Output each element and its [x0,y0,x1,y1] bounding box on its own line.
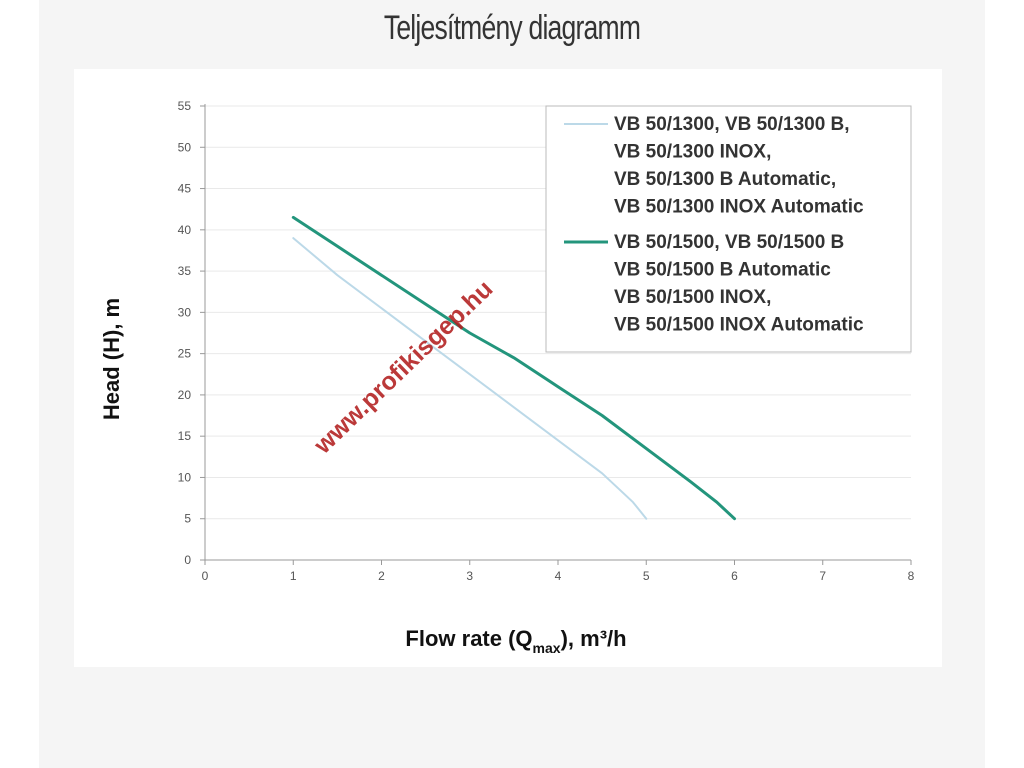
y-tick-label: 35 [178,264,192,278]
x-tick-label: 4 [555,569,562,583]
y-tick-label: 15 [178,429,192,443]
y-axis-title: Head (H), m [99,298,124,420]
chart-card: 0 5 10 15 20 25 30 35 40 45 50 55 0 1 2 3 4 5 6 7 8 VB 50/13… [74,69,942,667]
y-tick-label: 45 [178,182,192,196]
x-axis-title-subscript: max [533,640,561,656]
y-tick-label: 30 [178,305,192,319]
y-tick-label: 0 [184,553,191,567]
y-tick-label: 50 [178,140,192,154]
x-tick-label: 1 [290,569,297,583]
y-tick-label: 10 [178,470,192,484]
x-tick-label: 8 [908,569,915,583]
legend-label: VB 50/1300 INOX, [614,142,771,163]
legend-label: VB 50/1300 INOX Automatic [614,197,864,218]
series-layer [291,215,736,521]
page-title: Teljesítmény diagramm [383,9,641,47]
legend-label: VB 50/1300, VB 50/1300 B, [614,114,850,135]
x-tick-label: 6 [731,569,738,583]
legend: VB 50/1300, VB 50/1300 B, VB 50/1300 INOX… [545,105,912,353]
y-tick-label: 25 [178,347,192,361]
legend-label: VB 50/1500 INOX Automatic [614,315,864,336]
y-tick-label: 55 [178,99,192,113]
series-line-1 [292,237,648,520]
series-line-2 [291,215,736,521]
x-tick-label: 3 [466,569,473,583]
x-axis-title-tail: ), m³/h [561,626,627,651]
x-tick-label: 0 [202,569,209,583]
watermark-text: www.profikisgep.hu [308,275,498,460]
x-tick-label: 7 [819,569,826,583]
x-axis-title: Flow rate (Qmax), m³/h [405,626,626,656]
y-tick-label: 20 [178,388,192,402]
legend-box [545,105,912,353]
x-tick-label: 5 [643,569,650,583]
legend-label: VB 50/1300 B Automatic, [614,169,836,190]
y-tick-label: 40 [178,223,192,237]
x-tick-label: 2 [378,569,385,583]
legend-label: VB 50/1500 B Automatic [614,260,831,281]
legend-label: VB 50/1500 INOX, [614,287,771,308]
x-axis-title-main: Flow rate (Q [405,626,532,651]
legend-label: VB 50/1500, VB 50/1500 B [614,232,844,253]
y-tick-label: 5 [184,512,191,526]
